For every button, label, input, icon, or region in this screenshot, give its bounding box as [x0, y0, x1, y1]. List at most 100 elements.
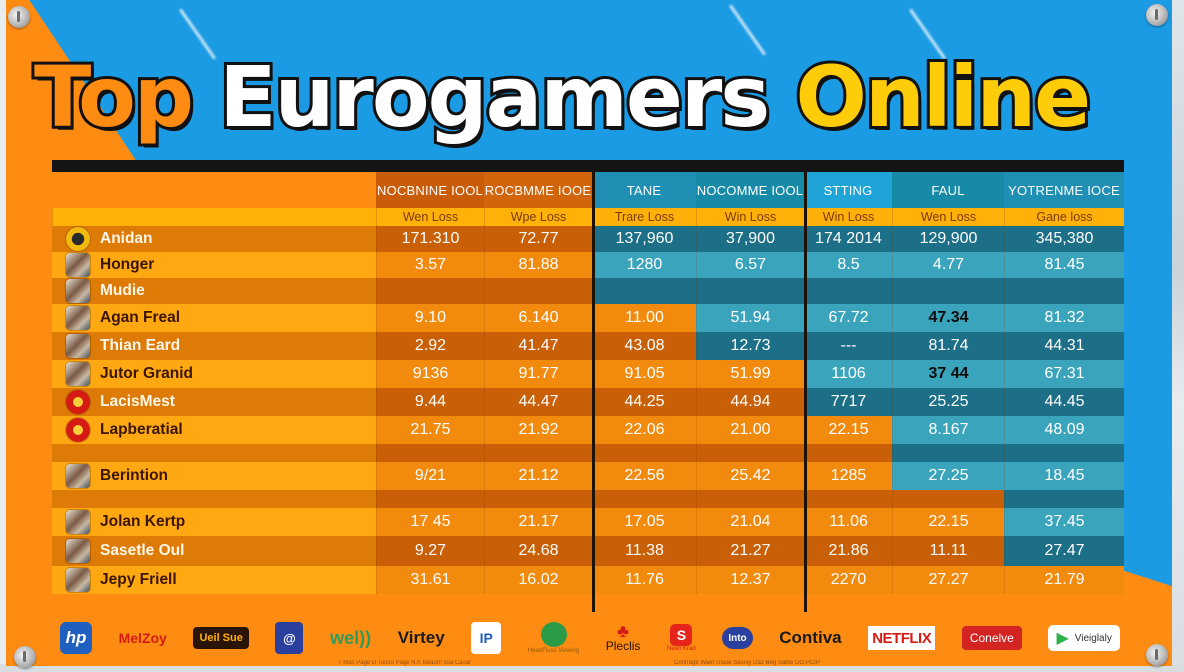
- player-name-cell[interactable]: Sasetle Oul: [52, 536, 376, 566]
- stat-cell: 11.76: [592, 566, 696, 594]
- player-avatar: [66, 390, 90, 414]
- column-header[interactable]: STTING: [804, 172, 892, 208]
- player-name-cell[interactable]: Mudie: [52, 278, 376, 304]
- stat-cell: 11.38: [592, 536, 696, 566]
- stat-cell: 6.140: [484, 304, 592, 332]
- stat-cell: 21.00: [696, 416, 804, 444]
- player-name-cell[interactable]: Berintion: [52, 462, 376, 490]
- stat-cell: [696, 490, 804, 508]
- player-name: Jolan Kertp: [100, 513, 186, 530]
- stat-cell: 22.15: [804, 416, 892, 444]
- stat-cell: [804, 444, 892, 462]
- sponsor-logo[interactable]: IP: [471, 622, 502, 654]
- stat-cell: 25.42: [696, 462, 804, 490]
- stat-cell: 81.88: [484, 252, 592, 278]
- column-header[interactable]: ROCBMME IOOE: [484, 172, 592, 208]
- stat-cell: 21.17: [484, 508, 592, 536]
- table-grid: NOCBNINE IOOL ROCBMME IOOE TANE NOCOMME IOO…: [52, 172, 1124, 594]
- player-name-cell[interactable]: LacisMest: [52, 388, 376, 416]
- stat-cell: [376, 444, 484, 462]
- player-avatar: [66, 334, 90, 358]
- sponsor-name: Contiva: [779, 628, 842, 647]
- player-name-cell[interactable]: Thian Eard: [52, 332, 376, 360]
- sponsor-name: hp: [65, 628, 87, 647]
- stat-cell: [1004, 278, 1124, 304]
- stat-cell: 81.45: [1004, 252, 1124, 278]
- sponsor-name: Conelve: [969, 631, 1014, 645]
- stat-cell: 91.77: [484, 360, 592, 388]
- sponsor-logo[interactable]: S Neen Krad: [667, 622, 696, 654]
- player-avatar: [66, 464, 90, 488]
- player-avatar: [66, 418, 90, 442]
- stat-cell: 7717: [804, 388, 892, 416]
- column-header[interactable]: YOTRENME IOCE: [1004, 172, 1124, 208]
- player-name: Berintion: [100, 467, 169, 484]
- player-name-cell[interactable]: Agan Freal: [52, 304, 376, 332]
- sponsor-name: MelZoy: [118, 630, 167, 646]
- stat-cell: [1004, 444, 1124, 462]
- player-name-cell[interactable]: Jepy Friell: [52, 566, 376, 594]
- stat-cell: 171.310: [376, 226, 484, 252]
- sponsor-logo[interactable]: ♣ Pleclis: [606, 622, 641, 654]
- stat-cell: [892, 444, 1004, 462]
- stat-cell: [892, 278, 1004, 304]
- stat-cell: 9.27: [376, 536, 484, 566]
- sponsor-logo[interactable]: MelZoy: [119, 622, 167, 654]
- stat-cell: 72.77: [484, 226, 592, 252]
- column-header[interactable]: TANE: [592, 172, 696, 208]
- stat-cell: 44.45: [1004, 388, 1124, 416]
- stat-cell: 3.57: [376, 252, 484, 278]
- sponsor-logo[interactable]: Into: [722, 627, 753, 649]
- column-header[interactable]: NOCOMME IOOL: [696, 172, 804, 208]
- player-name: Thian Eard: [100, 337, 181, 354]
- stat-cell: 67.31: [1004, 360, 1124, 388]
- sponsor-logo[interactable]: ▶ Vieiglaly: [1048, 625, 1120, 651]
- sponsor-name: wel)): [330, 627, 372, 648]
- player-avatar: [66, 253, 90, 277]
- player-avatar: [66, 362, 90, 386]
- bolt-icon: [1146, 4, 1168, 26]
- stat-cell: [592, 444, 696, 462]
- player-name-cell[interactable]: [52, 490, 376, 508]
- s-logo-icon: S: [670, 624, 693, 646]
- stat-cell: 22.06: [592, 416, 696, 444]
- stat-cell: [376, 490, 484, 508]
- stat-cell: 47.34: [892, 304, 1004, 332]
- stat-cell: 44.25: [592, 388, 696, 416]
- stat-cell: 9.44: [376, 388, 484, 416]
- player-name: Jepy Friell: [100, 571, 177, 588]
- spotify-icon: [540, 622, 567, 647]
- stat-cell: [376, 278, 484, 304]
- stat-cell: 51.94: [696, 304, 804, 332]
- table-top-bar: [52, 160, 1124, 172]
- sponsor-logo[interactable]: HeadFluss Viewing: [528, 622, 579, 654]
- stat-cell: 12.73: [696, 332, 804, 360]
- player-name: Honger: [100, 256, 155, 273]
- sponsor-logo[interactable]: Conelve: [961, 626, 1022, 650]
- stat-cell: 21.86: [804, 536, 892, 566]
- player-avatar: [66, 568, 90, 592]
- background-wall: [1170, 0, 1184, 672]
- title-part-eurogamers: Eurogamers: [216, 45, 773, 149]
- stat-cell: ---: [804, 332, 892, 360]
- sponsor-name: IP: [479, 630, 493, 646]
- column-subheader: Win Loss: [804, 208, 892, 226]
- player-name-cell[interactable]: Jolan Kertp: [52, 508, 376, 536]
- sponsor-logo[interactable]: Contiva: [779, 622, 841, 654]
- column-header[interactable]: NOCBNINE IOOL: [376, 172, 484, 208]
- sponsor-logo[interactable]: NETFLIX: [868, 626, 936, 650]
- stat-cell: 21.04: [696, 508, 804, 536]
- player-name-cell[interactable]: Anidan: [52, 226, 376, 252]
- stat-cell: 21.12: [484, 462, 592, 490]
- column-header[interactable]: FAUL: [892, 172, 1004, 208]
- stat-cell: [892, 490, 1004, 508]
- sponsor-logo[interactable]: Ueil Sue: [193, 627, 249, 649]
- sponsor-logo[interactable]: wel)): [330, 622, 371, 654]
- sponsor-logo[interactable]: @: [275, 622, 304, 654]
- sponsor-logo[interactable]: hp: [60, 622, 92, 654]
- player-name-cell[interactable]: [52, 444, 376, 462]
- player-name-cell[interactable]: Honger: [52, 252, 376, 278]
- player-name-cell[interactable]: Jutor Granid: [52, 360, 376, 388]
- player-name-cell[interactable]: Lapberatial: [52, 416, 376, 444]
- sponsor-logo[interactable]: Virtey: [398, 622, 445, 654]
